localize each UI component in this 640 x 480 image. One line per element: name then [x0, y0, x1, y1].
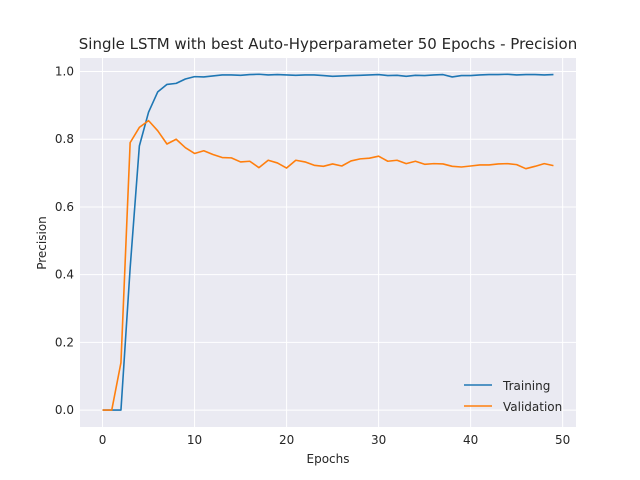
- plot-area: [80, 58, 576, 427]
- x-tick-label: 20: [279, 433, 294, 447]
- x-tick-label: 30: [371, 433, 386, 447]
- y-tick-label: 0.0: [55, 403, 74, 417]
- legend-label-validation: Validation: [503, 400, 562, 414]
- y-tick-label: 0.8: [55, 132, 74, 146]
- x-tick-label: 0: [99, 433, 107, 447]
- y-axis-label: Precision: [35, 216, 49, 270]
- y-tick-label: 1.0: [55, 65, 74, 79]
- legend-label-training: Training: [502, 379, 550, 393]
- y-tick-label: 0.6: [55, 200, 74, 214]
- y-tick-label: 0.4: [55, 268, 74, 282]
- x-tick-label: 10: [187, 433, 202, 447]
- x-axis-label: Epochs: [307, 452, 350, 466]
- chart-title: Single LSTM with best Auto-Hyperparamete…: [79, 35, 577, 53]
- x-tick-label: 50: [555, 433, 570, 447]
- x-tick-label: 40: [463, 433, 478, 447]
- y-tick-label: 0.2: [55, 335, 74, 349]
